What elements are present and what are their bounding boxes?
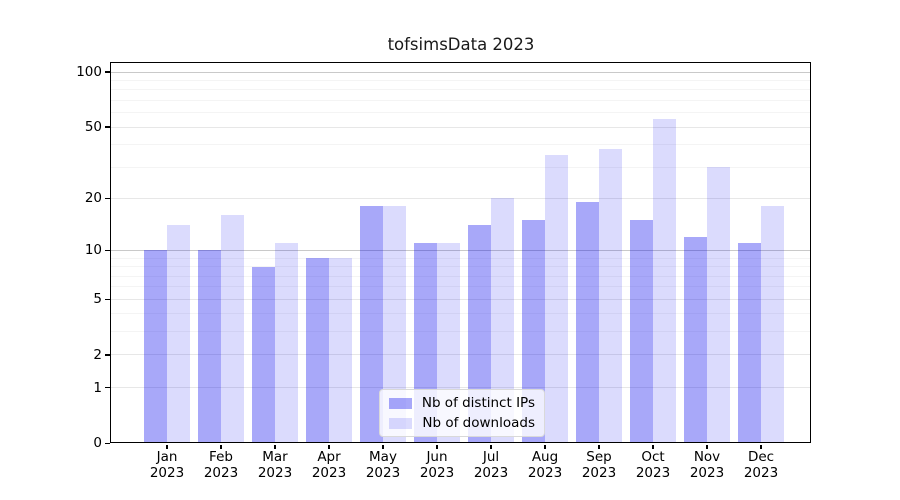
bar-downloads [545, 155, 568, 444]
x-tick-label: Jul 2023 [473, 449, 509, 481]
bar-downloads [491, 198, 514, 444]
x-tick-label: Feb 2023 [203, 449, 239, 481]
y-tick-mark [105, 354, 110, 356]
y-tick-label: 10 [84, 242, 102, 259]
y-tick-label: 1 [93, 379, 102, 396]
gridline-minor [111, 79, 810, 81]
y-tick-label: 2 [93, 346, 102, 363]
y-tick-mark [105, 126, 110, 128]
bar-distinct-ips [144, 250, 167, 444]
gridline-minor [111, 99, 810, 101]
x-tick-label: Sep 2023 [581, 449, 617, 481]
x-tick-label: Mar 2023 [257, 449, 293, 481]
gridline-minor [111, 89, 810, 91]
y-tick-mark [105, 442, 110, 444]
x-tick-label: Apr 2023 [311, 449, 347, 481]
chart-title: tofsimsData 2023 [387, 35, 535, 54]
x-tick-mark [328, 444, 330, 449]
gridline-minor [111, 286, 810, 288]
gridline-major [111, 298, 810, 300]
bar-downloads [599, 148, 622, 444]
y-tick-mark [105, 386, 110, 389]
x-tick-mark [220, 444, 222, 449]
legend-item-downloads: Nb of downloads [389, 415, 535, 431]
x-tick-label: Oct 2023 [635, 449, 671, 481]
bar-downloads [167, 225, 190, 444]
bar-downloads [221, 215, 244, 444]
x-tick-label: May 2023 [365, 449, 401, 481]
x-tick-mark [652, 444, 654, 449]
bar-distinct-ips [468, 225, 491, 444]
gridline-major [111, 197, 810, 199]
bar-distinct-ips [684, 236, 707, 444]
y-tick-mark [105, 249, 110, 251]
bar-distinct-ips [198, 250, 221, 444]
gridline-minor [111, 257, 810, 259]
gridline-minor [111, 166, 810, 168]
x-tick-mark [436, 444, 438, 449]
gridline-minor [111, 112, 810, 114]
x-tick-mark [544, 444, 546, 449]
x-tick-label: Aug 2023 [527, 449, 563, 481]
y-tick-mark [105, 71, 110, 73]
x-tick-mark [166, 444, 168, 449]
y-tick-mark [105, 298, 110, 300]
gridline-major [111, 387, 810, 389]
gridline-minor [111, 144, 810, 146]
x-tick-mark [706, 444, 708, 449]
gridline-minor [111, 275, 810, 277]
bar-downloads [761, 206, 784, 444]
y-tick-label: 0 [93, 435, 102, 452]
gridline-major [111, 249, 810, 251]
gridline-minor [111, 313, 810, 315]
gridline-minor [111, 266, 810, 268]
x-tick-mark [274, 444, 276, 449]
bar-distinct-ips [522, 220, 545, 444]
y-tick-label: 50 [84, 119, 102, 135]
gridline-major [111, 71, 810, 73]
x-tick-mark [760, 444, 762, 449]
x-tick-label: Dec 2023 [743, 449, 779, 481]
legend-label-distinct-ips: Nb of distinct IPs [421, 395, 535, 411]
bar-distinct-ips [630, 220, 653, 444]
x-tick-label: Jun 2023 [419, 449, 455, 481]
x-tick-mark [598, 444, 600, 449]
bar-distinct-ips [576, 202, 599, 444]
bar-distinct-ips [306, 258, 329, 444]
gridline-major [111, 126, 810, 128]
bar-downloads [383, 206, 406, 444]
y-tick-mark [105, 197, 110, 199]
bar-downloads [329, 258, 352, 444]
legend-item-distinct-ips: Nb of distinct IPs [389, 395, 535, 411]
legend-label-downloads: Nb of downloads [422, 415, 535, 431]
bar-distinct-ips [738, 243, 761, 444]
bar-downloads [275, 243, 298, 444]
y-tick-label: 20 [84, 190, 102, 207]
bar-downloads [707, 167, 730, 444]
legend-swatch-distinct-ips [389, 397, 412, 409]
y-tick-label: 5 [93, 291, 102, 308]
bar-distinct-ips [360, 206, 383, 444]
legend: Nb of distinct IPs Nb of downloads [379, 389, 545, 437]
x-tick-mark [490, 444, 492, 449]
bar-downloads [653, 119, 676, 444]
gridline-minor [111, 331, 810, 333]
bar-distinct-ips [252, 266, 275, 444]
y-tick-label: 100 [76, 64, 102, 81]
gridline-major [111, 354, 810, 356]
legend-swatch-downloads [389, 417, 413, 429]
x-tick-label: Jan 2023 [149, 449, 185, 481]
x-tick-mark [382, 444, 384, 449]
x-tick-label: Nov 2023 [689, 449, 725, 481]
